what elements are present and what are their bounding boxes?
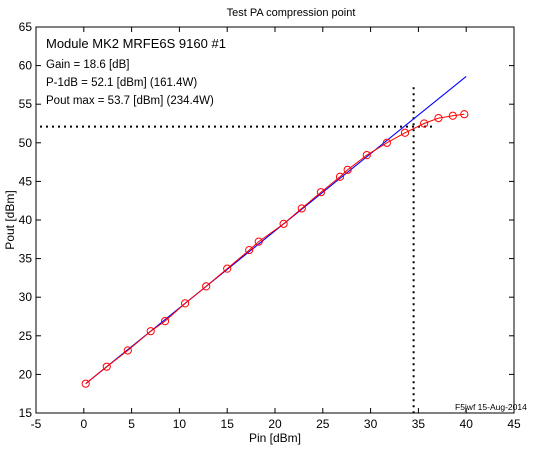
measured-point <box>254 237 263 246</box>
y-tick-label: 25 <box>19 329 33 343</box>
measured-point <box>382 138 391 147</box>
measured-point <box>102 362 111 371</box>
x-tick-label: 35 <box>412 417 426 431</box>
y-tick-label: 35 <box>19 252 33 266</box>
measured-point <box>297 204 306 213</box>
measured-point <box>460 110 469 119</box>
measured-point <box>202 282 211 291</box>
x-tick-label: 30 <box>364 417 378 431</box>
annotation-gain: Gain = 18.6 [dB] <box>46 59 129 71</box>
x-axis: -5 0 5 10 15 20 25 30 35 40 45 <box>31 27 521 431</box>
x-tick-label: 10 <box>173 417 187 431</box>
x-tick-label: 40 <box>460 417 474 431</box>
measured-point <box>343 165 352 174</box>
y-tick-label: 40 <box>19 213 33 227</box>
x-tick-label: 5 <box>128 417 135 431</box>
measured-point <box>316 188 325 197</box>
annotation-heading: Module MK2 MRFE6S 9160 #1 <box>46 36 226 51</box>
y-tick-label: 60 <box>19 59 33 73</box>
measured-point <box>81 379 90 388</box>
measured-point <box>362 151 371 160</box>
measured-point <box>434 113 443 123</box>
measured-point <box>181 299 190 308</box>
measured-point <box>279 219 288 228</box>
y-tick-label: 20 <box>19 367 33 381</box>
y-axis-label: Pout [dBm] <box>3 190 17 249</box>
x-tick-label: 25 <box>316 417 330 431</box>
measured-point <box>146 327 155 336</box>
measured-layer <box>81 110 469 388</box>
measured-point <box>335 172 345 181</box>
y-tick-label: 45 <box>19 174 33 188</box>
y-tick-label: 50 <box>19 136 33 150</box>
measured-point <box>160 317 170 326</box>
x-tick-label: 0 <box>80 417 87 431</box>
reference-lines <box>40 87 433 413</box>
x-tick-label: 45 <box>507 417 521 431</box>
measured-line <box>85 113 465 385</box>
x-tick-label: -5 <box>31 417 42 431</box>
measured-point <box>448 111 457 120</box>
y-tick-label: 30 <box>19 290 33 304</box>
footer-signature: F5jwf 15-Aug-2014 <box>455 402 527 412</box>
measured-point <box>400 128 410 137</box>
y-axis: 15 20 25 30 35 40 45 50 55 60 65 <box>19 20 514 420</box>
x-tick-label: 15 <box>221 417 235 431</box>
x-axis-label: Pin [dBm] <box>249 431 301 445</box>
y-tick-label: 65 <box>19 20 33 34</box>
chart-title: Test PA compression point <box>227 7 356 19</box>
x-tick-label: 20 <box>268 417 282 431</box>
measured-point <box>123 346 132 355</box>
y-tick-label: 55 <box>19 97 33 111</box>
measured-point <box>245 246 254 255</box>
measured-point <box>223 264 232 273</box>
annotation-pout-max: Pout max = 53.7 [dBm] (234.4W) <box>46 95 214 107</box>
y-tick-label: 15 <box>19 406 33 420</box>
annotation-p1db: P-1dB = 52.1 [dBm] (161.4W) <box>46 77 197 89</box>
measured-point <box>420 119 429 128</box>
